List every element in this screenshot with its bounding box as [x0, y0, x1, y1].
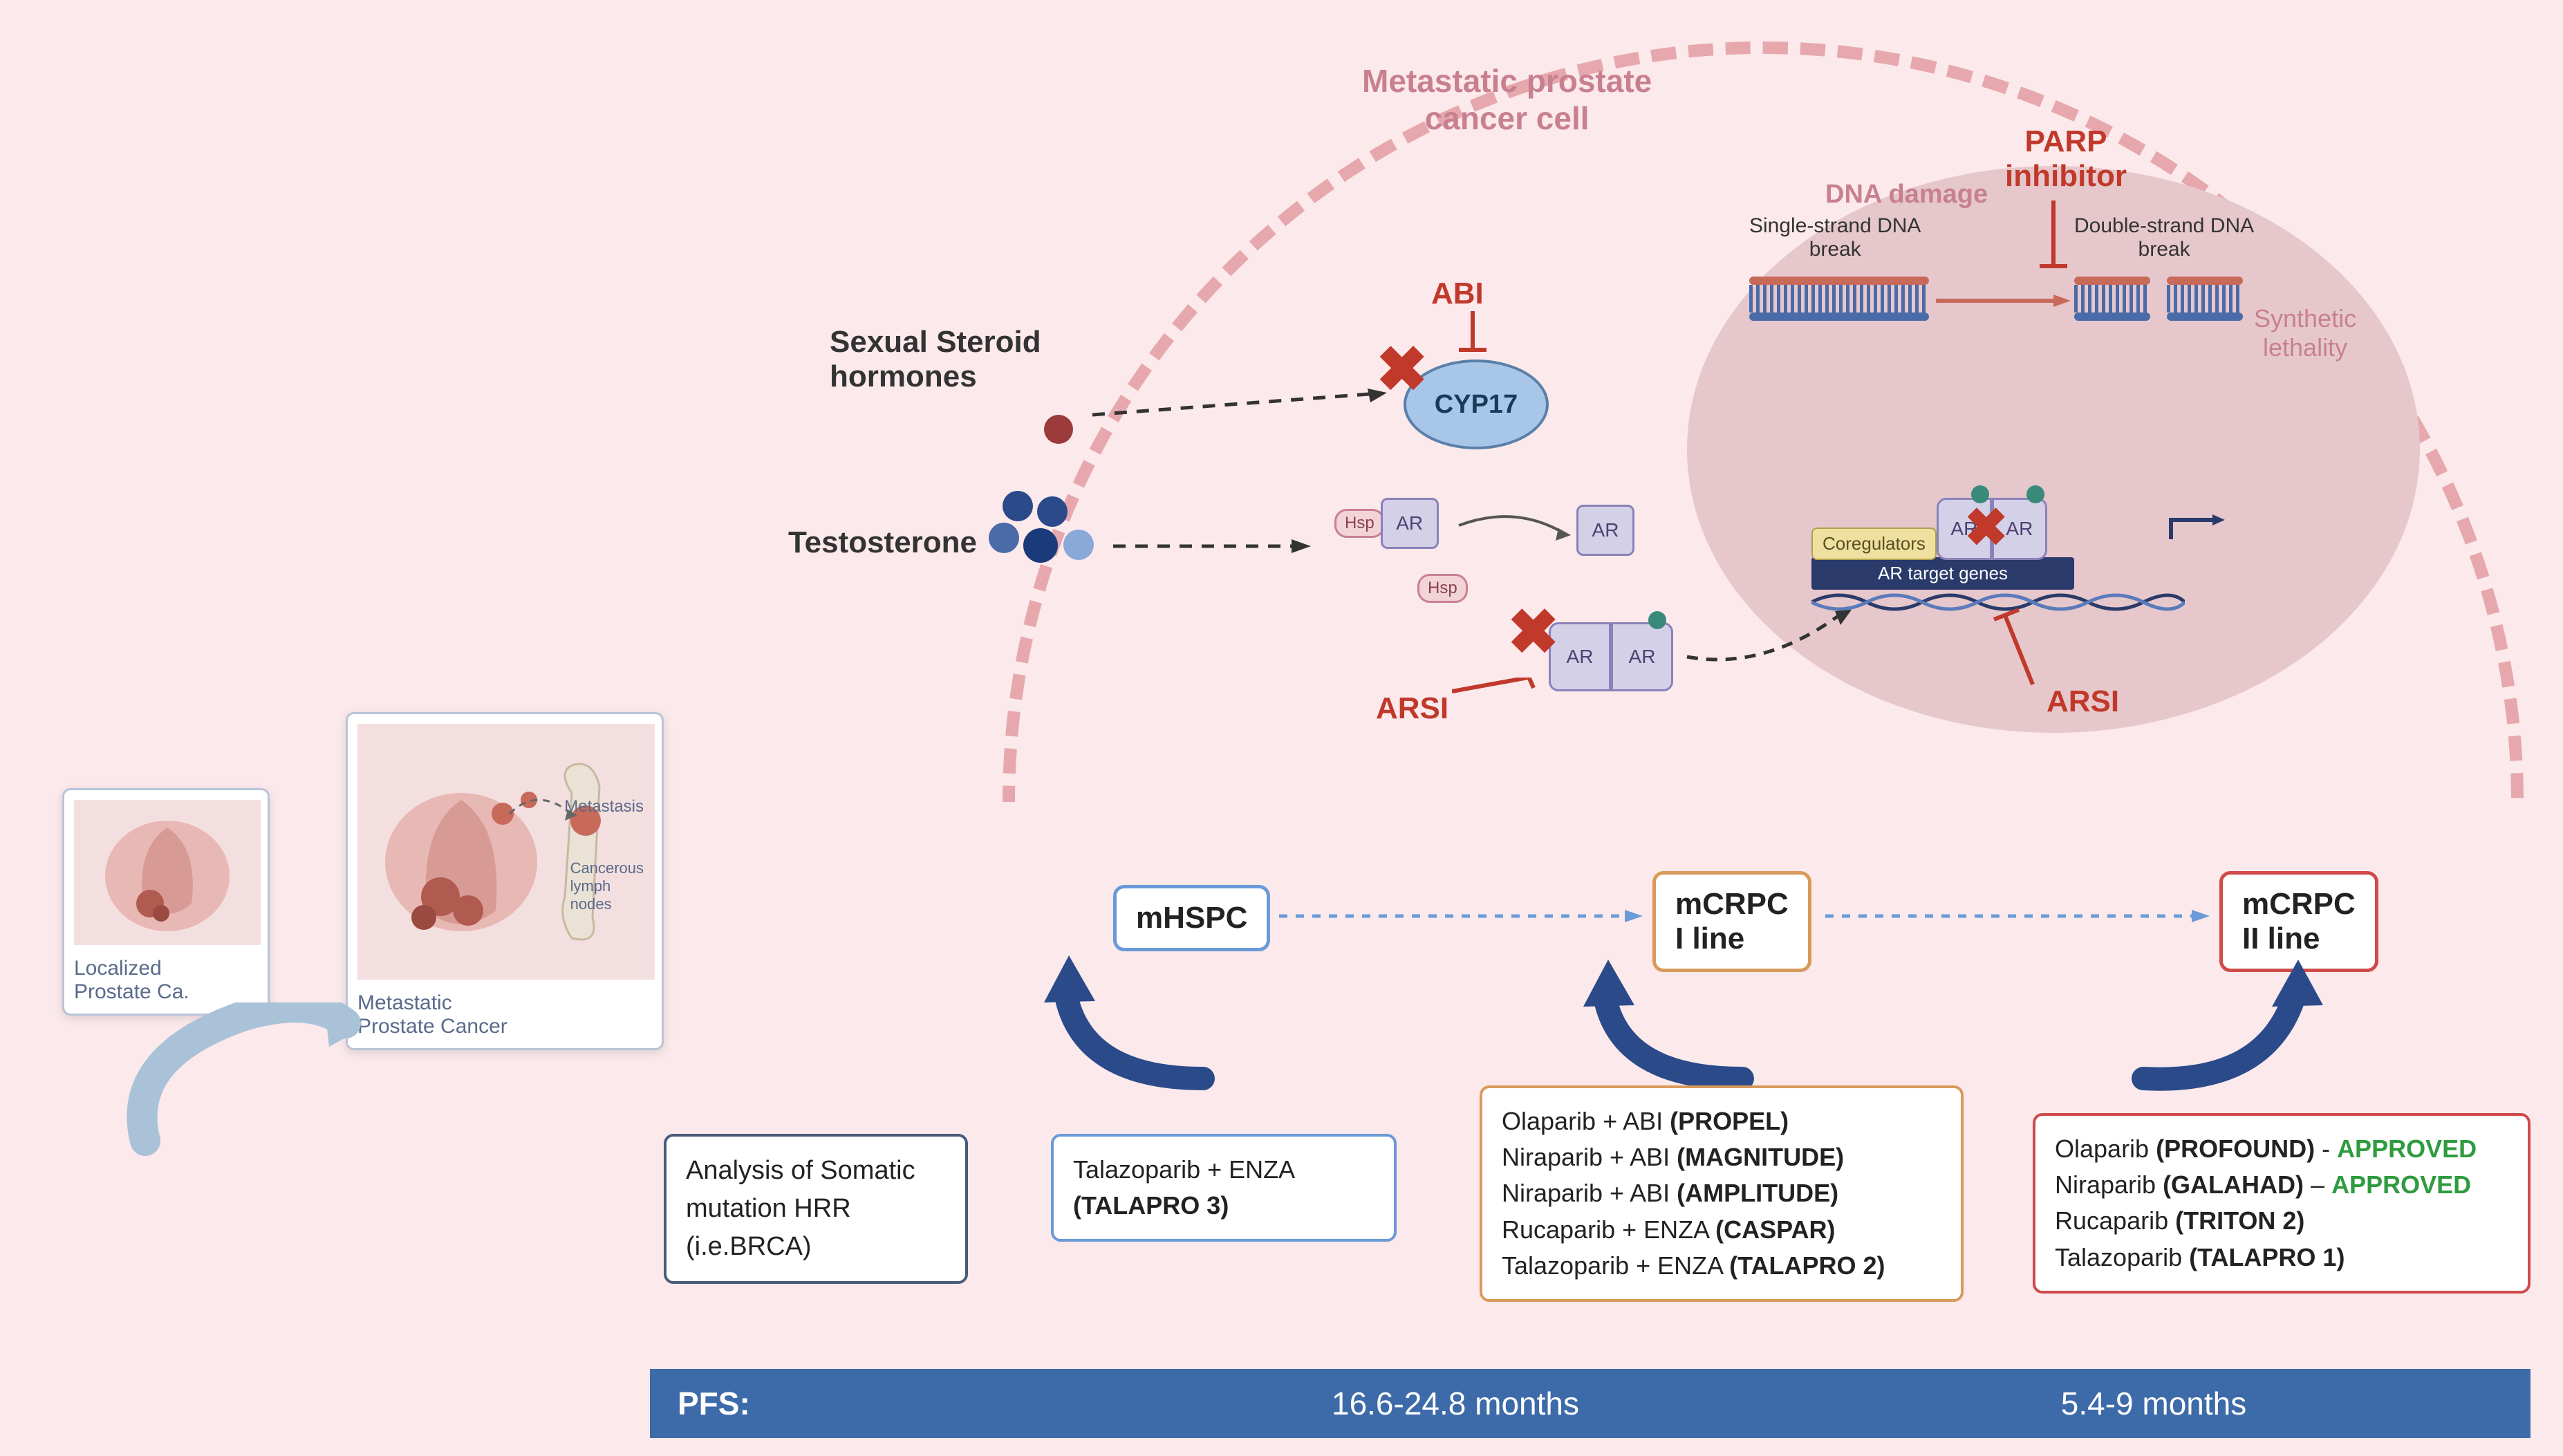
cell-title: Metastatic prostate cancer cell: [1362, 62, 1652, 137]
ar-1: AR: [1381, 498, 1439, 549]
metastatic-caption: Metastatic Prostate Cancer: [357, 991, 652, 1038]
transcription-arrow: [2164, 512, 2226, 546]
arsi-label-2: ARSI: [2047, 684, 2119, 719]
localized-card: Localized Prostate Ca.: [62, 788, 270, 1016]
dsb-label: Double-strand DNA break: [2074, 214, 2254, 261]
ar-hsp-1: Hsp AR: [1334, 498, 1439, 549]
hormone-arrow: [1092, 387, 1390, 429]
trial-row: Niraparib + ABI (MAGNITUDE): [1502, 1139, 1941, 1175]
testosterone-label: Testosterone: [788, 525, 977, 560]
curve-to-mcrpc2: [2116, 954, 2337, 1099]
abi-inhibit-line: [1459, 311, 1486, 360]
dna-ssb: [1749, 277, 1929, 321]
ssb-to-dsb-arrow: [1936, 290, 2074, 311]
trials-mcrpc1: Olaparib + ABI (PROPEL)Niraparib + ABI (…: [1480, 1085, 1964, 1302]
flow-2: [1825, 906, 2212, 926]
hsp-1: Hsp: [1334, 509, 1385, 538]
trial-row: Rucaparib + ENZA (CASPAR): [1502, 1212, 1941, 1248]
synthetic-lethality-label: Synthetic lethality: [2254, 304, 2356, 362]
trial-row: Olaparib (PROFOUND) - APPROVED: [2055, 1131, 2508, 1167]
ssb-label: Single-strand DNA break: [1749, 214, 1921, 261]
localized-prostate-icon: [74, 800, 261, 945]
curve-to-mcrpc1: [1563, 954, 1770, 1099]
trials-mhspc: Talazoparib + ENZA (TALAPRO 3): [1051, 1134, 1397, 1242]
hormones-label: Sexual Steroid hormones: [830, 325, 1041, 394]
parp-inhibit-line: [2040, 200, 2067, 277]
ar-to-genes-arrow: [1680, 608, 1860, 678]
ar-hsp-2: Hsp: [1417, 574, 1468, 603]
trial-row: Talazoparib (TALAPRO 1): [2055, 1240, 2508, 1276]
hormone-dot: [1044, 415, 1073, 444]
diagram-canvas: Metastatic prostate cancer cell DNA dama…: [0, 0, 2563, 1456]
ar-target-genes-label: AR target genes: [1811, 557, 2074, 590]
trials-mcrpc2: Olaparib (PROFOUND) - APPROVEDNiraparib …: [2033, 1113, 2531, 1294]
arsi-inhibit-2: [1991, 608, 2047, 691]
testosterone-arrow: [1113, 532, 1314, 560]
x-mark-ar-genes: ✖: [1964, 502, 2009, 554]
trial-row: Talazoparib + ENZA (TALAPRO 2): [1502, 1248, 1941, 1284]
abi-label: ABI: [1431, 277, 1484, 311]
dna-damage-label: DNA damage: [1825, 180, 1988, 209]
ar-free: AR: [1576, 505, 1634, 556]
localized-caption: Localized Prostate Ca.: [74, 957, 258, 1004]
analysis-box: Analysis of Somatic mutation HRR (i.e.BR…: [664, 1134, 968, 1284]
parp-label: PARP inhibitor: [2005, 124, 2127, 194]
trial-row: Rucaparib (TRITON 2): [2055, 1203, 2508, 1239]
flow-1: [1279, 906, 1646, 926]
x-mark-ar-dimer: ✖: [1507, 601, 1559, 664]
hsp-2: Hsp: [1417, 574, 1468, 603]
curve-to-mhspc: [1023, 947, 1231, 1099]
pfs-bar: PFS: 16.6-24.8 months 5.4-9 months: [650, 1369, 2531, 1438]
arsi-label-1: ARSI: [1376, 691, 1448, 726]
trial-row: Niraparib (GALAHAD) – APPROVED: [2055, 1167, 2508, 1203]
pfs-range-2: 5.4-9 months: [1805, 1385, 2503, 1422]
metastatic-card: Metastasis Cancerous lymph nodes Metasta…: [346, 712, 664, 1050]
coregulators-label: Coregulators: [1811, 528, 1937, 560]
arsi-inhibit-1: [1452, 678, 1542, 705]
pfs-range-1: 16.6-24.8 months: [1106, 1385, 1805, 1422]
trial-row: Talazoparib + ENZA (TALAPRO 3): [1073, 1152, 1374, 1224]
ar-dimer: AR AR: [1549, 622, 1673, 691]
stage-mhspc: mHSPC: [1113, 885, 1270, 951]
trial-row: Niraparib + ABI (AMPLITUDE): [1502, 1175, 1941, 1211]
ar-cycle-arrow: [1452, 512, 1576, 567]
metastatic-prostate-icon: [357, 724, 655, 980]
progression-arrow: [118, 1002, 366, 1182]
dna-dsb: [2074, 277, 2243, 321]
ar-target-region: Coregulators AR AR ✖ AR target genes: [1811, 498, 2185, 619]
pfs-label: PFS:: [678, 1385, 1106, 1422]
trial-row: Olaparib + ABI (PROPEL): [1502, 1103, 1941, 1139]
